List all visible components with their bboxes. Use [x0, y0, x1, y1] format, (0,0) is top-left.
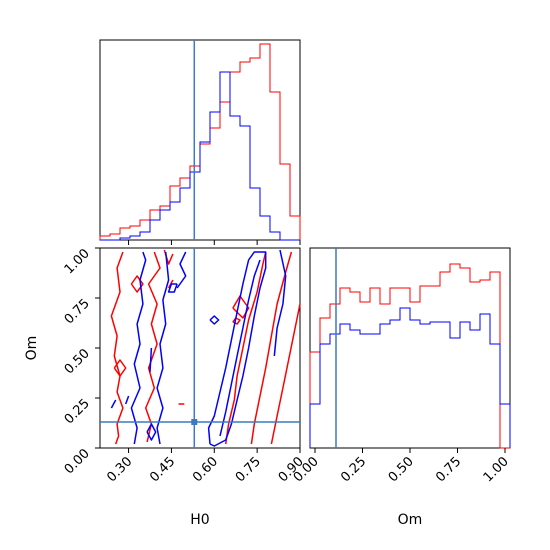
contour-red-5 — [250, 251, 293, 445]
contour-blue-7 — [124, 395, 130, 405]
hist-om-frame — [309, 247, 511, 449]
contour-red-8 — [232, 317, 241, 325]
h0-tick-label-1: 0.45 — [147, 454, 178, 485]
contour-red-6 — [270, 303, 301, 445]
om-axis-ticks-bottom: 0.00 0.25 0.50 0.75 1.00 — [291, 448, 512, 485]
contour-blue-1 — [156, 251, 170, 445]
om-tick-label-left-1: 0.25 — [62, 396, 93, 427]
om-tick-label-bottom-2: 0.50 — [386, 454, 417, 485]
contour-blue-6 — [110, 399, 117, 409]
contour-blue-5 — [146, 423, 157, 441]
om-tick-label-bottom-1: 0.25 — [338, 454, 369, 485]
h0-tick-label-3: 0.75 — [233, 454, 264, 485]
contour-red-7 — [232, 295, 250, 319]
om-tick-label-left-3: 0.75 — [62, 296, 93, 327]
contour-blue-4 — [167, 283, 178, 293]
contour-blue-11 — [209, 315, 220, 325]
contour-blue-0 — [130, 251, 147, 445]
hist-h0-series-b — [100, 71, 300, 241]
hist-h0-ticks — [128, 240, 301, 245]
hist-om-series-a — [309, 263, 510, 449]
contour-blue-3 — [176, 251, 187, 289]
contour-lines — [110, 249, 301, 447]
hist-h0-frame — [99, 39, 301, 241]
h0-tick-label-2: 0.60 — [190, 454, 221, 485]
om-tick-label-bottom-3: 0.75 — [433, 454, 464, 485]
hist-om-panel: 0.00 0.25 0.50 0.75 1.00 Om — [291, 247, 512, 528]
contour-red-4 — [224, 251, 267, 445]
om-axis-ticks-left: 0.00 0.25 0.50 0.75 1.00 — [62, 246, 100, 477]
contour-blue-10 — [273, 249, 287, 357]
h0-axis-label: H0 — [190, 512, 209, 528]
contour-red-1 — [144, 251, 161, 443]
om-tick-label-left-2: 0.50 — [62, 346, 93, 377]
contour-red-2 — [113, 359, 127, 377]
om-tick-label-left-4: 1.00 — [62, 246, 93, 277]
hist-om-series-b — [309, 307, 511, 448]
contour-red-0 — [110, 251, 124, 445]
contour-panel: 0.30 0.45 0.60 0.75 0.90 0.000.250.500.751.0… — [24, 246, 307, 528]
hist-h0-panel — [99, 39, 301, 245]
om-axis-label-left: Om — [24, 336, 40, 361]
h0-axis-ticks: 0.30 0.45 0.60 0.75 0.90 — [104, 448, 307, 485]
truth-point — [191, 419, 198, 425]
om-tick-label-left-0: 0.00 — [62, 446, 93, 477]
contour-blue-9 — [219, 259, 261, 437]
hist-om-series — [309, 263, 511, 449]
h0-tick-label-0: 0.30 — [104, 454, 135, 485]
om-axis-label-bottom: Om — [398, 512, 423, 528]
contour-red-3 — [130, 275, 144, 293]
contour-blue-2 — [149, 347, 153, 373]
hist-h0-series — [99, 43, 301, 241]
om-tick-label-bottom-4: 1.00 — [481, 454, 512, 485]
contour-blue-8 — [207, 251, 267, 447]
